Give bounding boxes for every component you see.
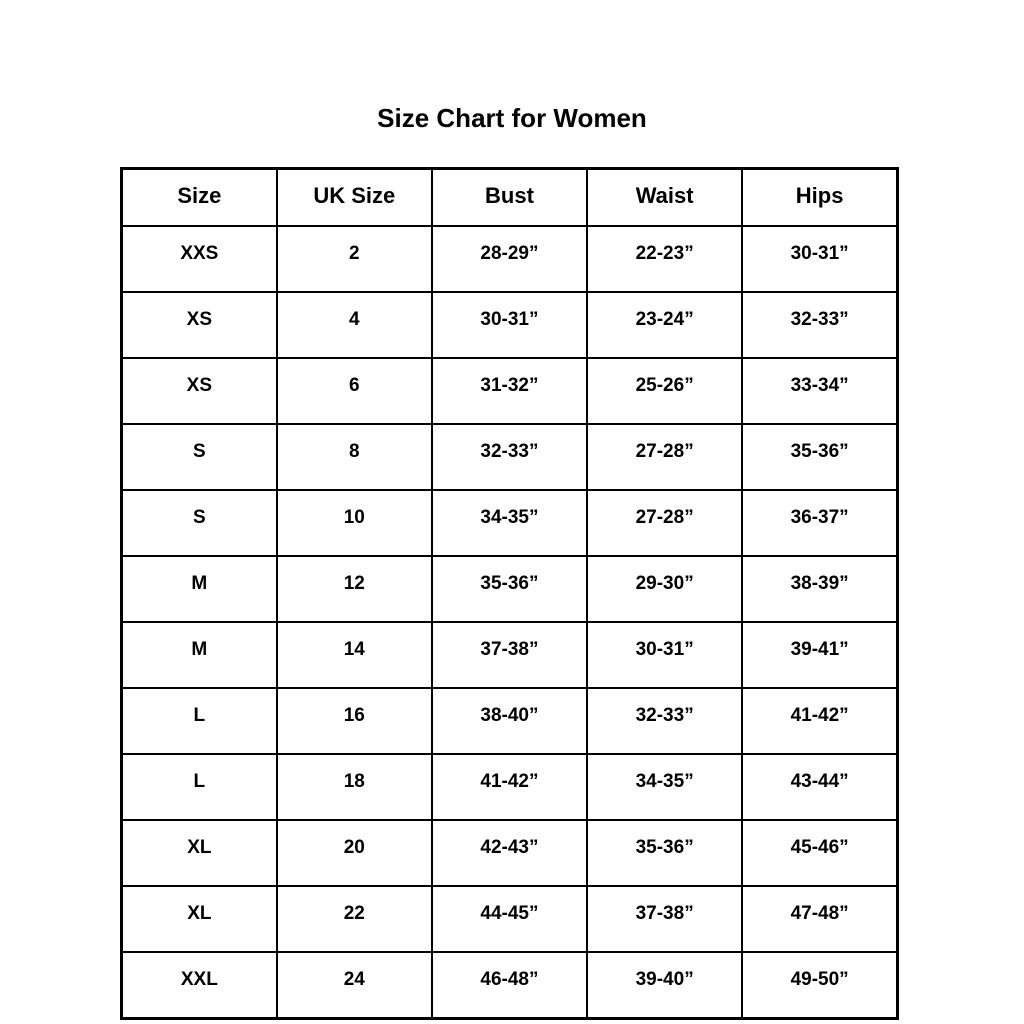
- table-cell: 39-40”: [586, 951, 744, 1020]
- table-cell: 31-32”: [430, 357, 589, 425]
- table-cell: 2: [275, 225, 433, 293]
- table-cell: 25-26”: [586, 357, 744, 425]
- table-cell: 36-37”: [741, 489, 899, 557]
- table-row: XL 22 44-45” 37-38” 47-48”: [120, 885, 899, 953]
- table-cell: M: [120, 621, 278, 689]
- table-cell: 41-42”: [430, 753, 589, 821]
- table-body: XXS 2 28-29” 22-23” 30-31” XS 4 30-31” 23-24” 32-…: [120, 225, 899, 1020]
- table-row: S 8 32-33” 27-28” 35-36”: [120, 423, 899, 491]
- table-cell: 22-23”: [586, 225, 744, 293]
- table-cell: 28-29”: [430, 225, 589, 293]
- table-cell: 46-48”: [430, 951, 589, 1020]
- table-cell: 38-39”: [741, 555, 899, 623]
- table-row: L 18 41-42” 34-35” 43-44”: [120, 753, 899, 821]
- table-cell: 38-40”: [430, 687, 589, 755]
- table-cell: XS: [120, 291, 278, 359]
- table-cell: 20: [275, 819, 433, 887]
- table-cell: 16: [275, 687, 433, 755]
- table-cell: 27-28”: [586, 489, 744, 557]
- table-cell: 35-36”: [741, 423, 899, 491]
- table-row: XXS 2 28-29” 22-23” 30-31”: [120, 225, 899, 293]
- table-cell: 27-28”: [586, 423, 744, 491]
- table-cell: 30-31”: [586, 621, 744, 689]
- table-cell: L: [120, 753, 278, 821]
- table-cell: 49-50”: [741, 951, 899, 1020]
- header-row: Size UK Size Bust Waist Hips: [120, 167, 899, 227]
- table-cell: XL: [120, 819, 278, 887]
- header-cell: Size: [120, 167, 278, 227]
- table-cell: 43-44”: [741, 753, 899, 821]
- table-cell: 37-38”: [586, 885, 744, 953]
- table-row: XL 20 42-43” 35-36” 45-46”: [120, 819, 899, 887]
- header-cell: UK Size: [275, 167, 433, 227]
- table-cell: 35-36”: [430, 555, 589, 623]
- table-row: XS 6 31-32” 25-26” 33-34”: [120, 357, 899, 425]
- header-cell: Hips: [741, 167, 899, 227]
- table-cell: 30-31”: [430, 291, 589, 359]
- table-cell: 23-24”: [586, 291, 744, 359]
- table-cell: 32-33”: [586, 687, 744, 755]
- table-cell: S: [120, 423, 278, 491]
- table-cell: 6: [275, 357, 433, 425]
- table-cell: 39-41”: [741, 621, 899, 689]
- table-cell: 22: [275, 885, 433, 953]
- page-title: Size Chart for Women: [377, 103, 647, 133]
- table-row: XS 4 30-31” 23-24” 32-33”: [120, 291, 899, 359]
- size-chart-table: Size UK Size Bust Waist Hips XXS 2 28-29” 22-23…: [120, 167, 899, 1020]
- table-cell: XXL: [120, 951, 278, 1020]
- table-cell: 41-42”: [741, 687, 899, 755]
- table-cell: 34-35”: [430, 489, 589, 557]
- table-cell: 30-31”: [741, 225, 899, 293]
- table-cell: 10: [275, 489, 433, 557]
- table-row: M 14 37-38” 30-31” 39-41”: [120, 621, 899, 689]
- table-cell: 34-35”: [586, 753, 744, 821]
- header-cell: Waist: [586, 167, 744, 227]
- table-row: M 12 35-36” 29-30” 38-39”: [120, 555, 899, 623]
- table-row: XXL 24 46-48” 39-40” 49-50”: [120, 951, 899, 1020]
- table-cell: XS: [120, 357, 278, 425]
- table-cell: 33-34”: [741, 357, 899, 425]
- table-cell: 24: [275, 951, 433, 1020]
- table-cell: 37-38”: [430, 621, 589, 689]
- table-row: L 16 38-40” 32-33” 41-42”: [120, 687, 899, 755]
- table-cell: 44-45”: [430, 885, 589, 953]
- table-cell: 14: [275, 621, 433, 689]
- table-cell: XXS: [120, 225, 278, 293]
- table-cell: 32-33”: [430, 423, 589, 491]
- table-cell: 8: [275, 423, 433, 491]
- table-cell: M: [120, 555, 278, 623]
- table-cell: 4: [275, 291, 433, 359]
- table-cell: XL: [120, 885, 278, 953]
- table-cell: 32-33”: [741, 291, 899, 359]
- table-cell: 12: [275, 555, 433, 623]
- table-cell: L: [120, 687, 278, 755]
- table-cell: 18: [275, 753, 433, 821]
- table-cell: 47-48”: [741, 885, 899, 953]
- table-cell: S: [120, 489, 278, 557]
- table-cell: 35-36”: [586, 819, 744, 887]
- table-row: S 10 34-35” 27-28” 36-37”: [120, 489, 899, 557]
- table-cell: 45-46”: [741, 819, 899, 887]
- table-cell: 29-30”: [586, 555, 744, 623]
- table-cell: 42-43”: [430, 819, 589, 887]
- header-cell: Bust: [430, 167, 589, 227]
- table-header: Size UK Size Bust Waist Hips: [120, 167, 899, 227]
